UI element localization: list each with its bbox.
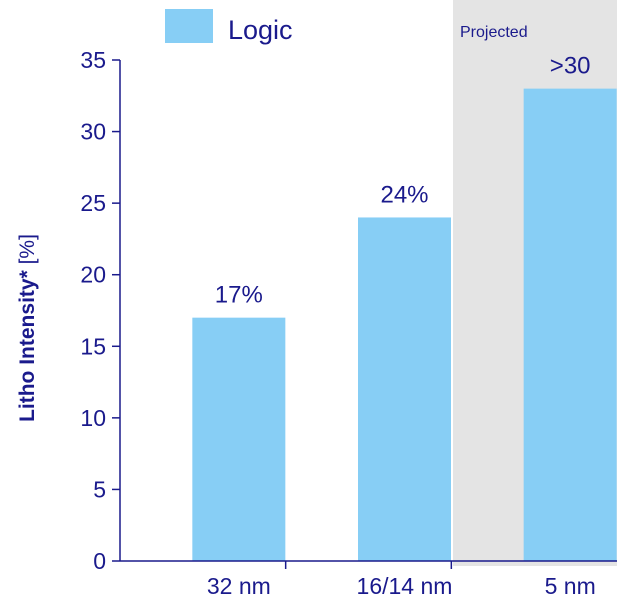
bar-32-nm: [192, 317, 286, 561]
y-tick-label: 35: [80, 47, 106, 73]
y-tick-label: 25: [80, 190, 106, 216]
bar-5-nm: [523, 88, 617, 561]
bars: [192, 88, 617, 561]
legend-label-logic: Logic: [228, 15, 293, 45]
y-tick-label: 15: [80, 333, 106, 359]
y-axis-title-main: Litho Intensity*: [16, 269, 39, 421]
y-tick-label: 20: [80, 262, 106, 288]
y-axis: 0 5 10 15 20 25 30 35: [80, 47, 121, 574]
x-axis: 32 nm 16/14 nm 5 nm: [120, 560, 617, 599]
y-tick-label: 0: [93, 548, 106, 574]
x-tick-label: 5 nm: [545, 573, 596, 599]
bar-value-label: >30: [550, 53, 591, 80]
svg-text:Litho Intensity* [%]: Litho Intensity* [%]: [16, 234, 39, 422]
bar-value-label: 24%: [380, 181, 428, 208]
y-axis-title: Litho Intensity* [%]: [16, 234, 39, 422]
bar-16-14-nm: [358, 217, 451, 561]
x-tick-label: 16/14 nm: [357, 573, 453, 599]
y-tick-label: 5: [93, 476, 106, 502]
projected-label: Projected: [460, 24, 528, 41]
bar-value-label: 17%: [215, 282, 263, 309]
y-tick-label: 30: [80, 119, 106, 145]
y-tick-label: 10: [80, 405, 106, 431]
y-axis-title-unit: [%]: [16, 234, 39, 264]
bar-value-labels: 17% 24% >30: [215, 53, 591, 309]
legend-swatch-logic: [165, 9, 213, 43]
x-tick-label: 32 nm: [207, 573, 271, 599]
